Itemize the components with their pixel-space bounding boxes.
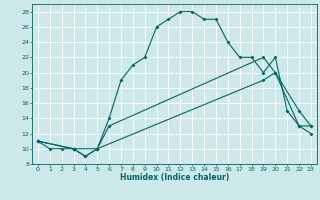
X-axis label: Humidex (Indice chaleur): Humidex (Indice chaleur) [120,173,229,182]
